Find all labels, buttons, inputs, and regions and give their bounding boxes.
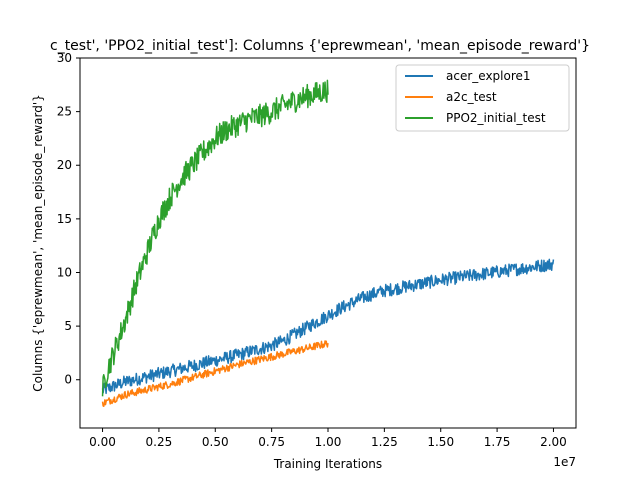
x-tick-label: 2.00 bbox=[540, 435, 567, 449]
y-axis-label: Columns {'eprewmean', 'mean_episode_rewa… bbox=[31, 94, 45, 392]
y-tick-label: 15 bbox=[57, 212, 72, 226]
series-line-1 bbox=[101, 340, 329, 408]
chart-title: c_test', 'PPO2_initial_test']: Columns {… bbox=[50, 38, 590, 54]
x-axis-offset-text: 1e7 bbox=[553, 455, 576, 469]
plot-area bbox=[101, 79, 555, 408]
x-tick-label: 1.75 bbox=[484, 435, 511, 449]
y-tick-label: 20 bbox=[57, 158, 72, 172]
series-line-0 bbox=[101, 258, 555, 395]
legend: acer_explore1 a2c_test PPO2_initial_test bbox=[395, 64, 570, 132]
legend-label: acer_explore1 bbox=[446, 69, 531, 83]
x-tick-label: 1.25 bbox=[371, 435, 398, 449]
y-tick-label: 10 bbox=[57, 265, 72, 279]
x-tick-label: 1.00 bbox=[315, 435, 342, 449]
x-tick-label: 0.25 bbox=[146, 435, 173, 449]
series-line-2 bbox=[101, 79, 329, 397]
y-tick-label: 0 bbox=[64, 373, 72, 387]
y-axis-ticks: 0 5 10 15 20 25 30 bbox=[57, 51, 80, 387]
legend-label: a2c_test bbox=[446, 90, 497, 104]
y-tick-label: 5 bbox=[64, 319, 72, 333]
x-axis-ticks: 0.00 0.25 0.50 0.75 1.00 1.25 1.50 1.75 2.00 bbox=[89, 428, 567, 449]
x-tick-label: 0.00 bbox=[89, 435, 116, 449]
legend-label: PPO2_initial_test bbox=[446, 111, 546, 125]
x-tick-label: 1.50 bbox=[427, 435, 454, 449]
legend-box bbox=[395, 64, 570, 132]
y-tick-label: 25 bbox=[57, 105, 72, 119]
x-tick-label: 0.75 bbox=[258, 435, 285, 449]
y-tick-label: 30 bbox=[57, 51, 72, 65]
x-axis-label: Training Iterations bbox=[273, 457, 382, 471]
x-tick-label: 0.50 bbox=[202, 435, 229, 449]
